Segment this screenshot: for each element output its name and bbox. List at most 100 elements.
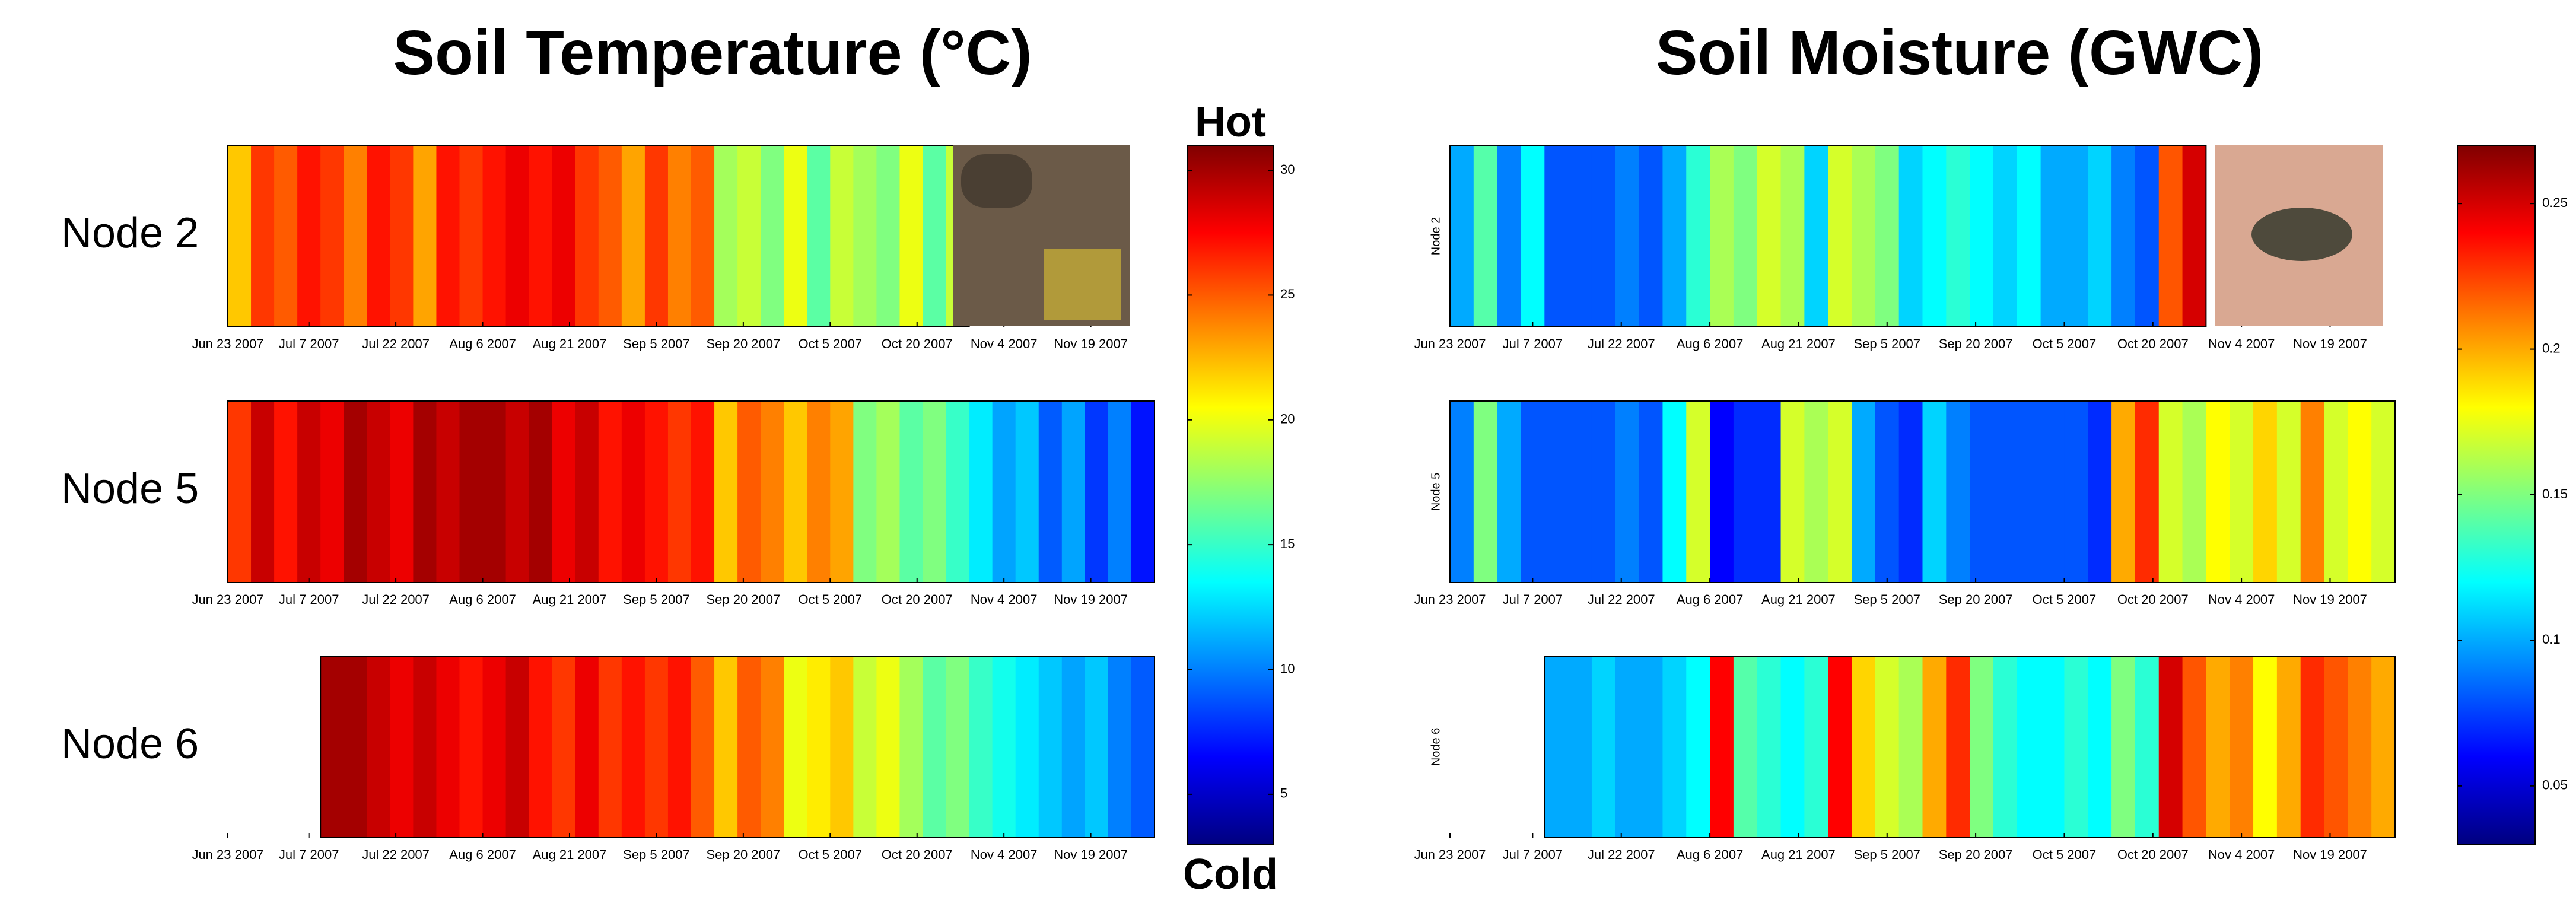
heat-cell: [784, 656, 807, 838]
series-label: Node 6: [61, 720, 199, 768]
heat-cell: [436, 145, 460, 327]
heat-cell: [1568, 656, 1592, 838]
x-tick-label: Nov 19 2007: [2293, 592, 2367, 607]
x-tick-label: Sep 5 2007: [1853, 847, 1920, 862]
heat-cell: [459, 401, 484, 583]
colorbar-tick-label: 30: [1280, 162, 1295, 177]
photo-detail: [2251, 208, 2352, 261]
heat-cell: [367, 656, 390, 838]
axis-frame: [227, 400, 1155, 583]
heat-cell: [853, 401, 877, 583]
x-tick-label: Nov 19 2007: [2293, 847, 2367, 862]
heat-cell: [459, 145, 484, 327]
x-tick-label: Aug 6 2007: [1677, 336, 1744, 351]
heat-cell: [1015, 401, 1039, 583]
x-tick-label: Oct 5 2007: [798, 592, 862, 607]
heat-cell: [2088, 401, 2112, 583]
heat-cell: [853, 656, 877, 838]
colorbar: [2457, 145, 2536, 845]
series-label: Node 6: [1429, 728, 1442, 766]
series-label: Node 5: [61, 465, 199, 513]
heat-cell: [529, 656, 553, 838]
x-tick-label: Jul 22 2007: [362, 592, 430, 607]
x-tick-label: Jun 23 2007: [1414, 847, 1486, 862]
heat-cell: [1710, 401, 1734, 583]
heat-cell: [2206, 656, 2230, 838]
heat-cell: [644, 656, 669, 838]
x-tick-label: Jun 23 2007: [1414, 592, 1486, 607]
heat-cell: [1591, 145, 1616, 327]
heat-cell: [1497, 145, 1522, 327]
heat-cell: [2111, 656, 2136, 838]
heat-cell: [1898, 656, 1923, 838]
heat-cell: [2064, 145, 2088, 327]
heat-cell: [1085, 656, 1109, 838]
x-tick-label: Oct 20 2007: [882, 592, 953, 607]
x-tick-label: Sep 20 2007: [706, 592, 780, 607]
heat-cell: [1591, 401, 1616, 583]
heat-cell: [1946, 145, 1970, 327]
photo-detail: [961, 154, 1032, 208]
heat-cell: [251, 401, 275, 583]
heat-cell: [2088, 656, 2112, 838]
colorbar-tick-label: 15: [1280, 536, 1295, 551]
colorbar-top-label: Hot: [1195, 98, 1266, 146]
heat-cell: [737, 401, 761, 583]
heat-cell: [1733, 401, 1758, 583]
heat-cell: [297, 401, 321, 583]
heat-cell: [899, 145, 924, 327]
heat-cell: [2324, 401, 2348, 583]
chart-title: Soil Temperature (°C): [393, 18, 1032, 88]
heat-cell: [1061, 656, 1086, 838]
heat-cell: [2348, 656, 2372, 838]
heat-cell: [1568, 401, 1592, 583]
series-label: Node 5: [1429, 473, 1442, 511]
heat-cell: [344, 145, 367, 327]
axis-frame: [1449, 400, 2396, 583]
heat-cell: [482, 656, 507, 838]
heat-cell: [621, 145, 645, 327]
heat-cell: [923, 401, 947, 583]
heat-cell: [1450, 145, 1474, 327]
x-tick-label: Sep 20 2007: [706, 336, 780, 351]
heat-cell: [946, 656, 970, 838]
heat-cell: [667, 656, 692, 838]
heat-cell: [1757, 145, 1782, 327]
x-tick-label: Nov 4 2007: [2208, 847, 2275, 862]
heat-cell: [2064, 656, 2088, 838]
heat-cell: [1568, 145, 1592, 327]
colorbar: [1187, 145, 1274, 845]
heat-cell: [667, 401, 692, 583]
heat-cell: [1757, 401, 1782, 583]
x-tick-label: Jul 7 2007: [279, 592, 339, 607]
heat-cell: [529, 145, 553, 327]
heat-cell: [274, 145, 298, 327]
heat-cell: [367, 401, 390, 583]
heat-cell: [1450, 401, 1474, 583]
x-tick-label: Nov 4 2007: [971, 592, 1038, 607]
heat-cell: [2040, 401, 2065, 583]
heat-cell: [1085, 401, 1109, 583]
heat-cell: [714, 145, 738, 327]
heat-cell: [899, 656, 924, 838]
heat-cell: [251, 145, 275, 327]
heat-cell: [807, 656, 831, 838]
x-tick-label: Aug 21 2007: [1761, 592, 1836, 607]
heat-cell: [1639, 145, 1664, 327]
heat-cell: [946, 401, 970, 583]
heat-cell: [876, 401, 901, 583]
heat-cell: [1061, 401, 1086, 583]
heat-cell: [2371, 656, 2396, 838]
x-tick-label: Oct 5 2007: [798, 847, 862, 862]
x-tick-label: Nov 4 2007: [971, 847, 1038, 862]
heat-cell: [598, 656, 622, 838]
colorbar-tick-label: 0.15: [2542, 486, 2568, 501]
heat-cell: [784, 145, 807, 327]
heat-cell: [1131, 401, 1155, 583]
heat-cell: [2300, 401, 2325, 583]
heat-cell: [1922, 401, 1947, 583]
heat-cell: [830, 401, 854, 583]
heat-cell: [482, 145, 507, 327]
heat-cell: [644, 145, 669, 327]
